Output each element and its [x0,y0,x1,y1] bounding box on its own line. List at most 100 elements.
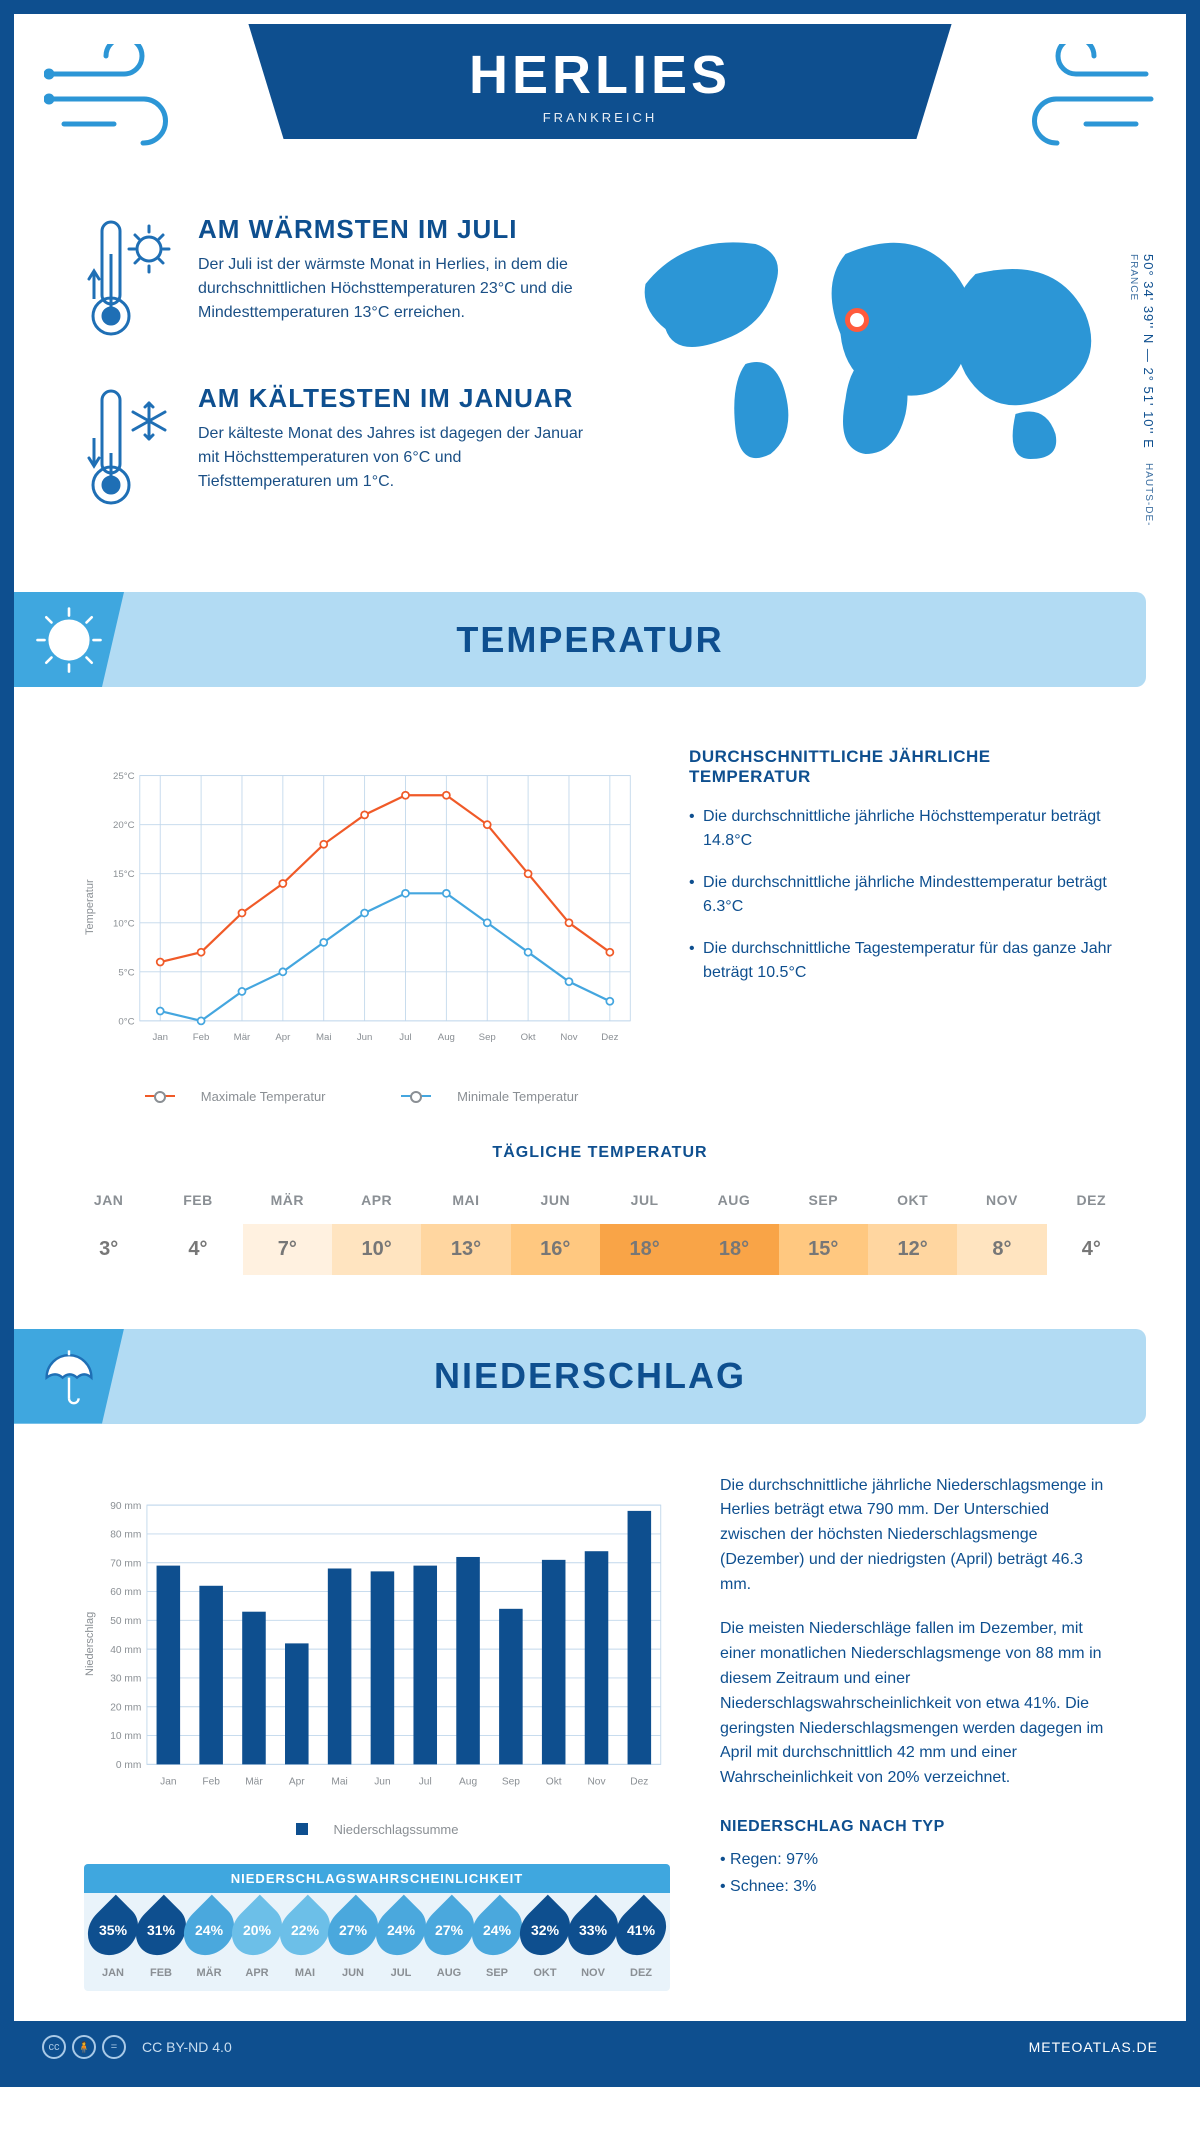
daily-temp-cell: APR10° [332,1180,421,1289]
prob-drop-cell: 33%NOV [570,1903,616,1979]
facts-column: AM WÄRMSTEN IM JULI Der Juli ist der wär… [84,214,585,552]
month-label: NOV [957,1192,1046,1224]
svg-text:0°C: 0°C [118,1016,134,1027]
header: HERLIES FRANKREICH [14,14,1186,214]
fact-coldest: AM KÄLTESTEN IM JANUAR Der kälteste Mona… [84,383,585,518]
daily-temp-cell: JUN16° [511,1180,600,1289]
wind-icon [1006,44,1156,159]
month-label: MÄR [243,1192,332,1224]
prob-drop-cell: 27%AUG [426,1903,472,1979]
svg-text:Aug: Aug [438,1032,455,1043]
svg-text:Jun: Jun [374,1776,390,1787]
prob-drop-cell: 24%MÄR [186,1903,232,1979]
precip-paragraph: Die durchschnittliche jährliche Niedersc… [720,1474,1116,1598]
drop-icon: 41% [606,1895,677,1966]
month-label: OKT [522,1967,568,1979]
temp-value: 16° [511,1224,600,1275]
precip-paragraph: Die meisten Niederschläge fallen im Deze… [720,1617,1116,1791]
y-axis-label: Niederschlag [84,1474,96,1814]
temperature-chart: Temperatur 0°C5°C10°C15°C20°C25°CJanFebM… [84,737,639,1104]
svg-text:30 mm: 30 mm [110,1673,141,1684]
summary-title: DURCHSCHNITTLICHE JÄHRLICHE TEMPERATUR [689,747,1116,787]
svg-text:Jun: Jun [357,1032,373,1043]
svg-text:Sep: Sep [479,1032,496,1043]
svg-text:60 mm: 60 mm [110,1587,141,1598]
cc-icon: cc [42,2035,66,2059]
temperature-banner: TEMPERATUR [14,592,1146,687]
svg-text:25°C: 25°C [113,771,135,782]
prob-drop-cell: 22%MAI [282,1903,328,1979]
month-label: NOV [570,1967,616,1979]
intro-section: AM WÄRMSTEN IM JULI Der Juli ist der wär… [14,214,1186,592]
map-column: 50° 34' 39'' N — 2° 51' 10'' E HAUTS-DE-… [615,214,1116,552]
section-title: NIEDERSCHLAG [154,1355,1146,1397]
svg-text:Mai: Mai [331,1776,347,1787]
svg-text:10 mm: 10 mm [110,1731,141,1742]
svg-text:5°C: 5°C [118,967,134,978]
svg-text:Aug: Aug [459,1776,477,1787]
svg-text:Feb: Feb [193,1032,210,1043]
chart-legend: Niederschlagssumme [84,1822,670,1839]
month-label: FEB [153,1192,242,1224]
fact-title: AM KÄLTESTEN IM JANUAR [198,383,585,414]
month-label: AUG [426,1967,472,1979]
month-label: OKT [868,1192,957,1224]
city-title: HERLIES [258,44,941,106]
coordinates-label: 50° 34' 39'' N — 2° 51' 10'' E HAUTS-DE-… [1126,254,1156,552]
svg-text:Okt: Okt [521,1032,536,1043]
site-link[interactable]: METEOATLAS.DE [1029,2039,1158,2055]
svg-text:Nov: Nov [560,1032,577,1043]
month-label: MÄR [186,1967,232,1979]
svg-text:Mär: Mär [234,1032,251,1043]
precip-type-item: • Regen: 97% [720,1848,1116,1873]
month-label: SEP [474,1967,520,1979]
month-label: MAI [282,1967,328,1979]
title-ribbon: HERLIES FRANKREICH [248,24,951,139]
month-label: APR [234,1967,280,1979]
svg-text:20°C: 20°C [113,820,135,831]
prob-drop-cell: 41%DEZ [618,1903,664,1979]
daily-temp-cell: NOV8° [957,1180,1046,1289]
fact-text: Der Juli ist der wärmste Monat in Herlie… [198,253,585,325]
daily-temp-cell: AUG18° [689,1180,778,1289]
prob-drop-cell: 32%OKT [522,1903,568,1979]
sun-icon [14,592,124,687]
svg-text:Jan: Jan [152,1032,168,1043]
by-icon: 🧍 [72,2035,96,2059]
y-axis-label: Temperatur [84,737,96,1077]
svg-text:20 mm: 20 mm [110,1702,141,1713]
precip-probability-panel: NIEDERSCHLAGSWAHRSCHEINLICHKEIT 35%JAN31… [84,1864,670,1991]
svg-text:Jan: Jan [160,1776,176,1787]
svg-text:Apr: Apr [275,1032,291,1043]
chart-legend: Maximale Temperatur Minimale Temperatur [84,1085,639,1104]
nd-icon: = [102,2035,126,2059]
precip-type-title: NIEDERSCHLAG NACH TYP [720,1815,1116,1840]
fact-text: Der kälteste Monat des Jahres ist dagege… [198,422,585,494]
month-label: SEP [779,1192,868,1224]
svg-text:Okt: Okt [546,1776,562,1787]
page-frame: HERLIES FRANKREICH [0,0,1200,2087]
svg-text:10°C: 10°C [113,918,135,929]
precipitation-chart-column: Niederschlag 0 mm10 mm20 mm30 mm40 mm50 … [84,1474,670,1992]
summary-item: Die durchschnittliche jährliche Mindestt… [689,871,1116,919]
svg-text:40 mm: 40 mm [110,1644,141,1655]
temp-value: 4° [153,1224,242,1275]
thermometer-sun-icon [84,214,174,349]
prob-drop-cell: 35%JAN [90,1903,136,1979]
fact-warmest: AM WÄRMSTEN IM JULI Der Juli ist der wär… [84,214,585,349]
month-label: JUN [330,1967,376,1979]
svg-text:Sep: Sep [502,1776,520,1787]
svg-text:Jul: Jul [419,1776,432,1787]
daily-temp-cell: SEP15° [779,1180,868,1289]
temp-value: 13° [421,1224,510,1275]
temp-value: 7° [243,1224,332,1275]
temperature-row: Temperatur 0°C5°C10°C15°C20°C25°CJanFebM… [14,707,1186,1124]
svg-text:Dez: Dez [601,1032,618,1043]
daily-temp-grid: JAN3°FEB4°MÄR7°APR10°MAI13°JUN16°JUL18°A… [64,1180,1136,1289]
month-label: MAI [421,1192,510,1224]
svg-text:80 mm: 80 mm [110,1529,141,1540]
country-subtitle: FRANKREICH [258,110,941,125]
svg-text:90 mm: 90 mm [110,1500,141,1511]
month-label: DEZ [618,1967,664,1979]
wind-icon [44,44,194,159]
